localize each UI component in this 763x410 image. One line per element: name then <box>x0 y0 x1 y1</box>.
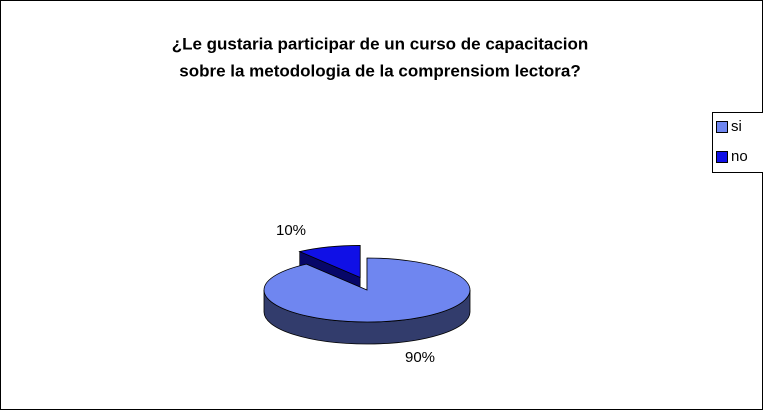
pie-slice <box>298 245 361 279</box>
data-label: 10% <box>276 222 306 239</box>
pie-slice <box>263 257 471 323</box>
data-label: 90% <box>405 349 435 366</box>
chart-title: ¿Le gustaria participar de un curso de c… <box>172 34 589 53</box>
legend-swatch <box>716 121 728 133</box>
chart-title: sobre la metodologia de la comprensiom l… <box>179 61 580 80</box>
legend-label: si <box>731 118 742 135</box>
legend-label: no <box>731 148 748 165</box>
legend-swatch <box>716 151 728 163</box>
